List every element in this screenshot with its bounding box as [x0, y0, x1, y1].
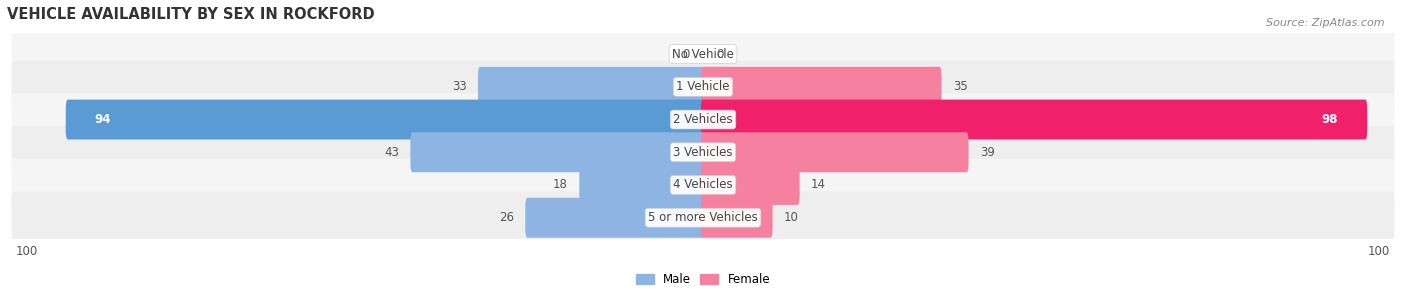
Legend: Male, Female: Male, Female: [631, 268, 775, 291]
Text: 35: 35: [953, 80, 967, 93]
Text: 0: 0: [682, 48, 689, 61]
Text: 2 Vehicles: 2 Vehicles: [673, 113, 733, 126]
FancyBboxPatch shape: [11, 159, 1395, 211]
FancyBboxPatch shape: [11, 61, 1395, 113]
Text: 10: 10: [785, 211, 799, 224]
Text: 14: 14: [811, 178, 827, 192]
FancyBboxPatch shape: [11, 126, 1395, 178]
Text: 39: 39: [980, 146, 995, 159]
Text: 33: 33: [451, 80, 467, 93]
FancyBboxPatch shape: [526, 198, 704, 238]
FancyBboxPatch shape: [702, 132, 969, 172]
Text: Source: ZipAtlas.com: Source: ZipAtlas.com: [1267, 18, 1385, 28]
Text: 5 or more Vehicles: 5 or more Vehicles: [648, 211, 758, 224]
FancyBboxPatch shape: [702, 67, 942, 107]
Text: 98: 98: [1322, 113, 1339, 126]
FancyBboxPatch shape: [579, 165, 704, 205]
Text: 18: 18: [553, 178, 568, 192]
Text: 1 Vehicle: 1 Vehicle: [676, 80, 730, 93]
FancyBboxPatch shape: [11, 93, 1395, 146]
Text: 3 Vehicles: 3 Vehicles: [673, 146, 733, 159]
Text: 26: 26: [499, 211, 513, 224]
FancyBboxPatch shape: [11, 28, 1395, 80]
Text: No Vehicle: No Vehicle: [672, 48, 734, 61]
Text: 94: 94: [94, 113, 111, 126]
FancyBboxPatch shape: [66, 99, 704, 140]
Text: VEHICLE AVAILABILITY BY SEX IN ROCKFORD: VEHICLE AVAILABILITY BY SEX IN ROCKFORD: [7, 7, 374, 22]
FancyBboxPatch shape: [702, 165, 800, 205]
FancyBboxPatch shape: [411, 132, 704, 172]
Text: 0: 0: [717, 48, 724, 61]
Text: 4 Vehicles: 4 Vehicles: [673, 178, 733, 192]
Text: 43: 43: [384, 146, 399, 159]
FancyBboxPatch shape: [702, 198, 773, 238]
FancyBboxPatch shape: [702, 99, 1367, 140]
FancyBboxPatch shape: [11, 192, 1395, 244]
FancyBboxPatch shape: [478, 67, 704, 107]
